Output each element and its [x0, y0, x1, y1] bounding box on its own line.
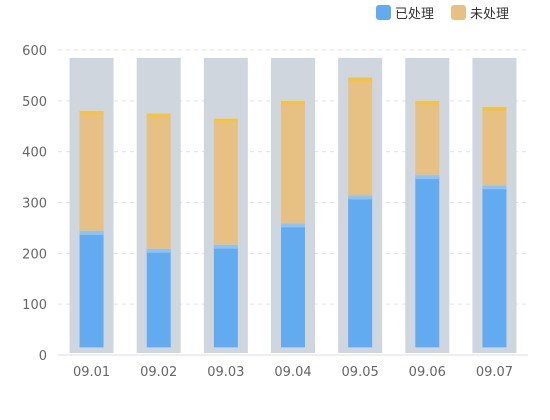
bar-processed: [281, 225, 305, 348]
bar-processed-cap: [146, 248, 171, 253]
bar-unprocessed: [415, 104, 440, 176]
x-tick-label: 09.04: [274, 365, 311, 380]
legend-swatch: [451, 5, 466, 20]
bar-unprocessed-cap: [348, 77, 373, 82]
bar-unprocessed: [146, 117, 171, 249]
bar-unprocessed: [348, 81, 373, 196]
bar-processed-cap: [281, 223, 305, 228]
y-tick-label: 200: [22, 247, 47, 262]
bar-processed-cap: [415, 175, 440, 180]
y-tick-label: 500: [22, 95, 47, 110]
bar-unprocessed-cap: [213, 118, 238, 123]
bar-processed: [79, 233, 104, 348]
bar-unprocessed: [482, 111, 507, 186]
bar-unprocessed: [281, 104, 305, 224]
x-tick-label: 09.05: [342, 365, 379, 380]
y-tick-label: 400: [22, 146, 47, 161]
bar-processed-cap: [348, 195, 373, 200]
bar-unprocessed-cap: [415, 100, 440, 105]
x-tick-label: 09.06: [409, 365, 446, 380]
bar-processed: [348, 197, 373, 348]
bar-unprocessed: [79, 115, 104, 231]
bar-processed: [146, 250, 171, 348]
bar-unprocessed-cap: [146, 113, 171, 118]
x-tick-label: 09.03: [207, 365, 244, 380]
bar-unprocessed-cap: [281, 100, 305, 105]
bar-processed-cap: [482, 185, 507, 190]
legend: 已处理 未处理: [376, 5, 509, 22]
legend-swatch: [376, 5, 391, 20]
x-axis-tick-labels: 09.01 09.02 09.03 09.04 09.05 09.06 09.07: [73, 365, 513, 380]
x-tick-label: 09.01: [73, 365, 110, 380]
bar-processed-cap: [213, 244, 238, 249]
x-tick-label: 09.02: [140, 365, 177, 380]
y-tick-label: 0: [39, 349, 47, 364]
y-tick-label: 100: [22, 298, 47, 313]
x-tick-label: 09.07: [476, 365, 513, 380]
bar-processed: [482, 187, 507, 348]
y-tick-label: 300: [22, 197, 47, 212]
legend-label: 已处理: [395, 7, 434, 22]
bar-processed: [415, 177, 440, 348]
bars: [69, 57, 517, 354]
bar-unprocessed: [213, 122, 238, 245]
legend-label: 未处理: [470, 7, 509, 22]
y-axis-tick-labels: 0 100 200 300 400 500 600: [22, 44, 47, 364]
bar-processed-cap: [79, 231, 104, 235]
bar-unprocessed-cap: [482, 107, 507, 111]
bar-processed: [213, 246, 238, 348]
y-tick-label: 600: [22, 44, 47, 59]
bar-unprocessed-cap: [79, 111, 104, 116]
